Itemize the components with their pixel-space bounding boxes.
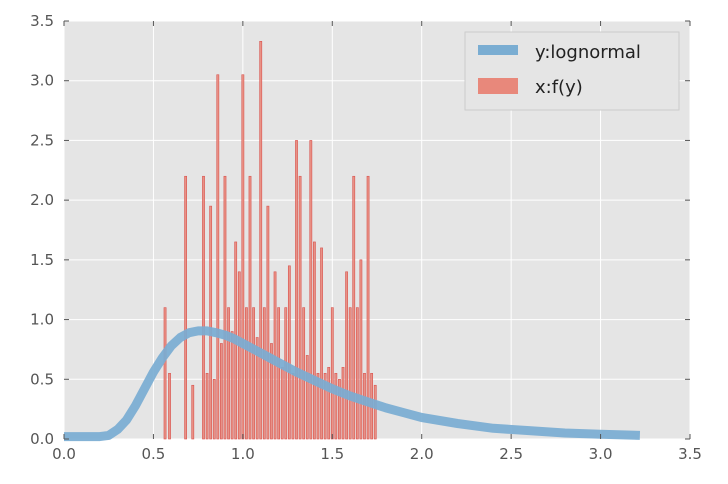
histogram-bar	[284, 307, 288, 440]
histogram-bar	[223, 175, 227, 440]
histogram-bar	[287, 265, 291, 440]
histogram-bar	[338, 378, 341, 440]
histogram-bar	[216, 74, 220, 440]
histogram-bar	[230, 331, 234, 440]
histogram-bar	[291, 373, 295, 440]
histogram-bar	[330, 307, 334, 440]
x-tick-label: 2.5	[499, 445, 523, 463]
axis-ticks: 0.0 0.5 1.0 1.5 2.0 2.5 3.0 3.5 0.0 0.5 1.0 1.5 2.0 2…	[30, 12, 702, 463]
histogram-bar	[334, 373, 338, 440]
x-tick-label: 3.0	[589, 445, 613, 463]
histogram-bar	[212, 378, 216, 440]
x-tick-label: 0.5	[141, 445, 165, 463]
histogram-bar	[220, 343, 223, 440]
legend: y:lognormal x:f(y)	[464, 31, 680, 111]
y-tick-label: 1.0	[30, 311, 54, 329]
histogram-bar	[245, 307, 248, 440]
histogram-bar	[313, 241, 316, 440]
histogram-bar	[277, 307, 281, 440]
y-tick-label: 3.5	[30, 12, 54, 30]
histogram-bar	[266, 205, 270, 440]
histogram-bar	[262, 307, 266, 440]
y-tick-label: 1.5	[30, 251, 54, 269]
histogram-bar	[259, 41, 263, 440]
histogram-bar	[323, 373, 327, 440]
histogram-bar	[348, 307, 352, 440]
lognormal-curve	[64, 326, 641, 442]
histogram-bar	[309, 140, 313, 440]
histogram-bar	[237, 271, 241, 440]
histogram-bar	[280, 367, 284, 440]
legend-label-bars: x:f(y)	[535, 77, 583, 98]
histogram-bar	[363, 373, 366, 440]
histogram-bar	[352, 175, 356, 440]
histogram-bar	[373, 384, 377, 440]
y-tick-label: 3.0	[30, 72, 54, 90]
histogram-bar	[163, 307, 167, 440]
x-tick-label: 0.0	[52, 445, 76, 463]
histogram-bar	[248, 175, 252, 440]
histogram-bar	[305, 355, 309, 440]
legend-swatch-lognormal	[478, 45, 518, 55]
histogram-bar	[252, 307, 255, 440]
histogram-bar	[366, 175, 370, 440]
histogram-bar	[327, 367, 331, 440]
x-tick-label: 1.5	[320, 445, 344, 463]
histogram-bar	[202, 175, 205, 440]
histogram-bar	[345, 271, 348, 440]
histogram-bar	[359, 259, 363, 440]
legend-label-lognormal: y:lognormal	[535, 42, 641, 63]
histogram-bar	[316, 373, 320, 440]
x-tick-label: 2.0	[410, 445, 434, 463]
histogram-bar	[184, 175, 187, 440]
histogram-bar	[355, 307, 359, 440]
histogram-bar	[168, 373, 171, 440]
x-tick-label: 1.0	[231, 445, 255, 463]
histogram-bar	[227, 307, 230, 440]
y-tick-label: 2.0	[30, 191, 54, 209]
histogram-bar	[205, 373, 209, 440]
histogram-bar	[295, 140, 298, 440]
y-tick-label: 0.0	[30, 430, 54, 448]
x-tick-label: 3.5	[678, 445, 702, 463]
lognormal-line	[64, 326, 641, 442]
histogram-bar	[320, 247, 323, 440]
histogram-bar	[298, 175, 302, 440]
y-tick-label: 0.5	[30, 370, 54, 388]
histogram-bar	[209, 205, 213, 440]
legend-swatch-bars	[478, 78, 518, 94]
histogram-bar	[255, 337, 259, 440]
histogram-bar	[270, 343, 273, 440]
histogram-bar	[241, 74, 245, 440]
y-tick-label: 2.5	[30, 131, 54, 149]
histogram-bar	[341, 367, 345, 440]
histogram-bar	[191, 384, 195, 440]
